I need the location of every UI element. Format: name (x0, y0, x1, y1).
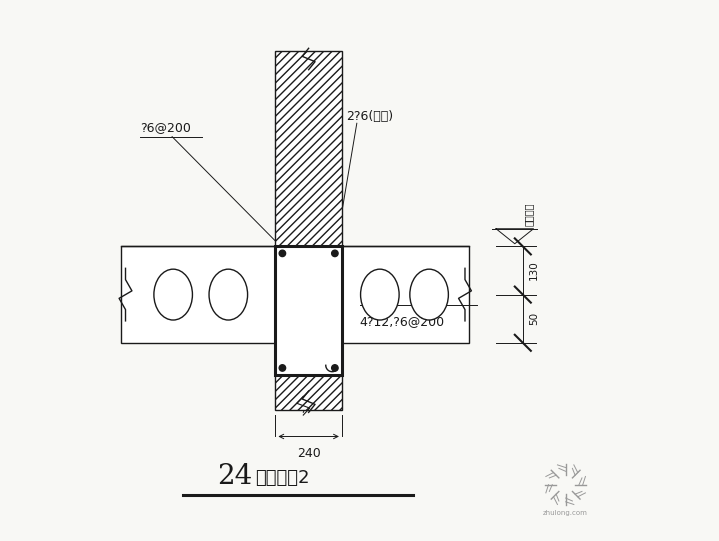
Ellipse shape (410, 269, 449, 320)
Bar (275, 51, 342, 246)
Text: 2?6(通长): 2?6(通长) (346, 110, 393, 123)
Text: ?6@200: ?6@200 (140, 121, 191, 134)
Text: QL-2: QL-2 (365, 286, 394, 299)
Ellipse shape (154, 269, 193, 320)
Text: 240: 240 (297, 447, 321, 460)
Text: 130: 130 (529, 261, 539, 280)
Text: 4?12,?6@200: 4?12,?6@200 (360, 315, 444, 328)
Circle shape (331, 250, 338, 256)
Text: 50: 50 (529, 312, 539, 325)
Circle shape (279, 365, 285, 371)
Circle shape (331, 365, 338, 371)
Circle shape (279, 250, 285, 256)
Bar (275, 246, 342, 375)
Ellipse shape (360, 269, 399, 320)
Text: 内墙板缭2: 内墙板缭2 (255, 469, 310, 487)
Bar (275, 51, 342, 246)
Text: 24: 24 (217, 463, 252, 490)
Text: zhulong.com: zhulong.com (544, 510, 588, 516)
Text: 楼层标高: 楼层标高 (524, 202, 534, 226)
Bar (275, 375, 342, 410)
Bar (275, 375, 342, 410)
Ellipse shape (209, 269, 247, 320)
Bar (122, 246, 470, 343)
